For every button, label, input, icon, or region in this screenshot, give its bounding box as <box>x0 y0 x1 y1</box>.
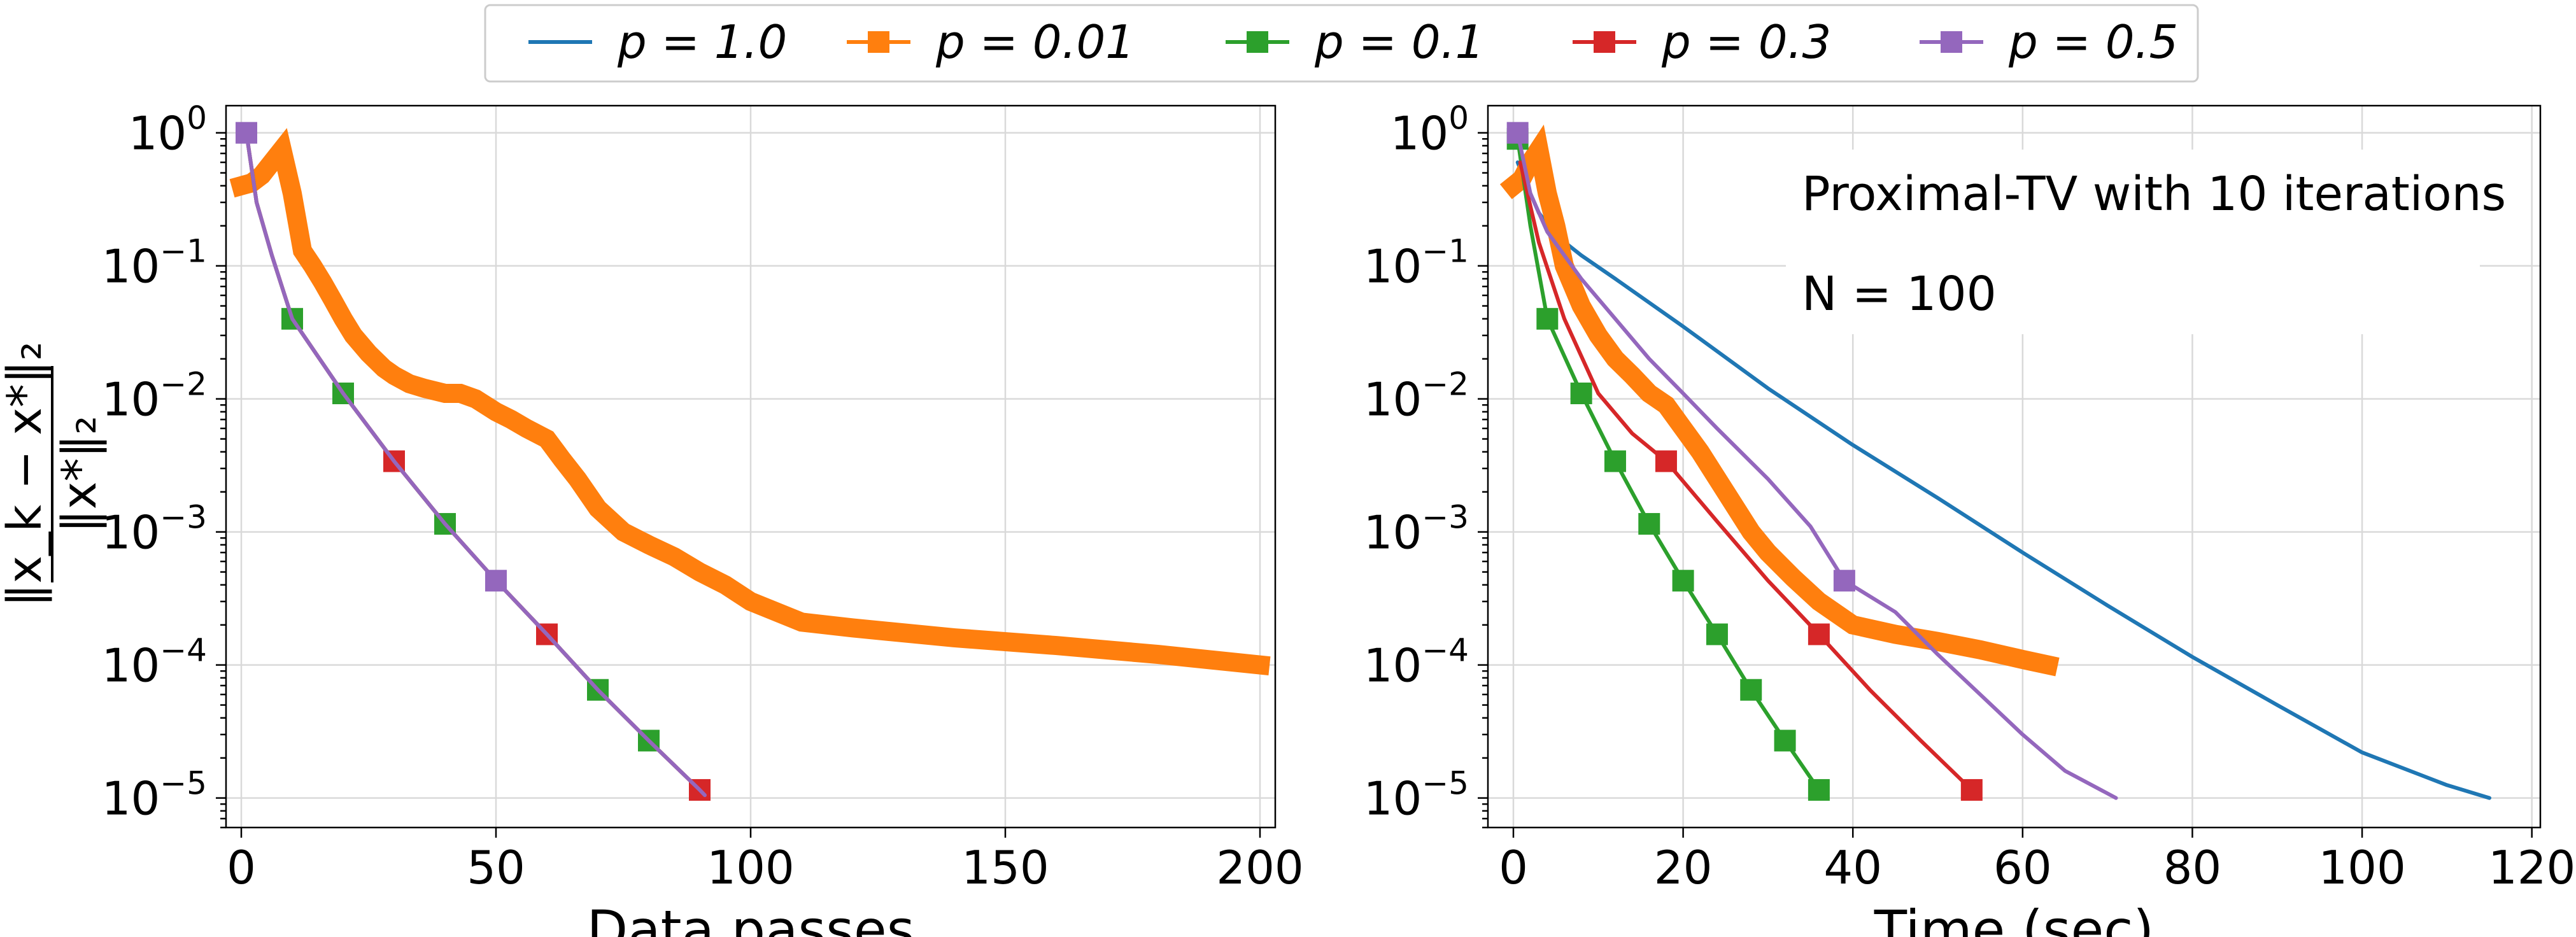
series-marker <box>1536 307 1559 330</box>
annotation-n: N = 100 <box>1802 267 1997 321</box>
x-tick-label: 120 <box>2488 841 2575 894</box>
x-tick-label: 50 <box>467 841 525 894</box>
series-line <box>1499 124 2060 677</box>
legend-label: p = 0.3 <box>1661 15 1831 69</box>
x-tick-label: 20 <box>1654 841 1713 894</box>
series-p-0-1 <box>244 130 702 792</box>
series-line <box>244 130 702 792</box>
legend-entry: p = 0.1 <box>1226 15 1484 69</box>
annotation-background <box>1786 150 2480 334</box>
y-tick-label: 10−3 <box>102 499 207 560</box>
series-line <box>1515 130 2118 800</box>
series-p-0-01 <box>229 128 1271 676</box>
series-line <box>229 128 1271 676</box>
series-marker <box>1740 679 1762 701</box>
y-tick-label: 10−4 <box>1364 632 1469 693</box>
axes-frame <box>1487 104 2542 829</box>
series-marker <box>236 122 257 144</box>
x-axis-label: Data passes <box>586 899 914 937</box>
legend-entry: p = 1.0 <box>528 15 787 69</box>
series-marker <box>1808 623 1830 645</box>
series-line <box>244 130 702 792</box>
legend-marker <box>1594 31 1615 53</box>
series-marker <box>1672 570 1694 592</box>
y-tick-label: 10−2 <box>102 366 207 426</box>
legend-entry: p = 0.5 <box>1920 15 2178 69</box>
series-marker <box>485 570 507 592</box>
legend-frame <box>484 4 2199 83</box>
x-tick-label: 60 <box>1993 841 2052 894</box>
series-line <box>1518 160 1974 792</box>
series-p-0-01 <box>1499 124 2060 677</box>
annotation-method: Proximal-TV with 10 iterations <box>1802 167 2506 222</box>
y-tick-label: 10−1 <box>102 233 207 293</box>
series-marker <box>1570 382 1592 404</box>
legend-label: p = 0.5 <box>2008 15 2178 69</box>
series-marker <box>1604 450 1626 472</box>
y-tick-label: 10−3 <box>1364 499 1469 560</box>
y-tick-label: 100 <box>1391 100 1469 160</box>
series-marker <box>1774 729 1796 752</box>
series-marker <box>1655 450 1677 472</box>
legend-entry: p = 0.3 <box>1573 15 1831 69</box>
y-tick-label: 10−2 <box>1364 366 1469 426</box>
series-p-0-3 <box>1518 160 1983 801</box>
y-tick-label: 10−4 <box>102 632 207 693</box>
y-axis-label-numerator: ‖x_k − x*‖₂ <box>0 341 52 607</box>
y-axis-label: ‖x_k − x*‖₂ ‖x*‖₂ <box>0 341 107 607</box>
series-p-0-5 <box>236 122 707 798</box>
legend-entry: p = 0.01 <box>847 15 1135 69</box>
legend: p = 1.0 p = 0.01 p = 0.1 p = 0.3 p = 0.5 <box>484 4 2199 83</box>
legend-label: p = 0.1 <box>1314 15 1484 69</box>
legend-label: p = 0.01 <box>935 15 1135 69</box>
y-tick-label: 100 <box>129 100 207 160</box>
series-line <box>244 130 707 798</box>
series-marker <box>1808 778 1830 801</box>
annotation-box: Proximal-TV with 10 iterations N = 100 <box>1786 150 2506 334</box>
data-passes-plot: 0 50 100 150 200 100 10−1 10−2 10−3 10−4 10−5 Data … <box>102 100 1304 937</box>
x-axis-label: Time (sec) <box>1874 899 2154 937</box>
legend-label: p = 1.0 <box>617 15 787 69</box>
y-tick-label: 10−5 <box>1364 765 1469 826</box>
legend-marker <box>868 31 889 53</box>
time-plot: 0 20 40 60 80 100 120 100 10−1 10−2 10−3 10−4 10−5 Ti… <box>1364 100 2576 937</box>
x-tick-label: 0 <box>227 841 256 894</box>
series-marker <box>1960 778 1983 801</box>
legend-marker <box>1247 31 1268 53</box>
x-tick-label: 100 <box>707 841 794 894</box>
x-tick-label: 80 <box>2163 841 2222 894</box>
x-tick-label: 200 <box>1216 841 1303 894</box>
series-marker <box>1638 512 1660 535</box>
series-p-0-3 <box>244 130 711 801</box>
x-tick-label: 100 <box>2318 841 2405 894</box>
x-tick-label: 40 <box>1823 841 1882 894</box>
series-marker <box>1706 623 1728 645</box>
series-marker <box>1506 122 1529 144</box>
y-axis-label-denominator: ‖x*‖₂ <box>52 416 107 533</box>
legend-marker <box>1941 31 1962 53</box>
x-tick-label: 150 <box>961 841 1049 894</box>
series-p-0-5 <box>1506 122 2118 800</box>
series-marker <box>1833 570 1855 592</box>
y-tick-label: 10−5 <box>102 765 207 826</box>
y-tick-label: 10−1 <box>1364 233 1469 293</box>
x-tick-label: 0 <box>1499 841 1528 894</box>
